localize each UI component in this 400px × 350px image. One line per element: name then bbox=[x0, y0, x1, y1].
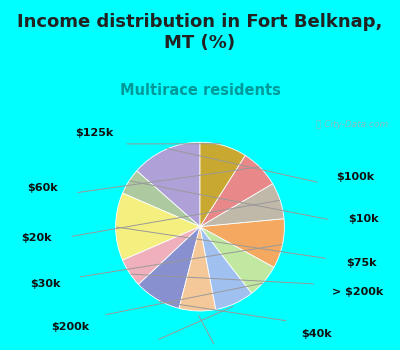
Text: Multirace residents: Multirace residents bbox=[120, 83, 280, 98]
Wedge shape bbox=[122, 227, 200, 285]
Text: $100k: $100k bbox=[336, 172, 374, 182]
Text: $30k: $30k bbox=[30, 279, 61, 289]
Wedge shape bbox=[200, 227, 252, 309]
Wedge shape bbox=[200, 227, 274, 293]
Wedge shape bbox=[200, 219, 284, 267]
Wedge shape bbox=[200, 155, 273, 227]
Text: $40k: $40k bbox=[301, 329, 331, 339]
Text: $75k: $75k bbox=[346, 258, 376, 268]
Text: $125k: $125k bbox=[76, 128, 114, 138]
Text: Income distribution in Fort Belknap,
MT (%): Income distribution in Fort Belknap, MT … bbox=[17, 13, 383, 52]
Wedge shape bbox=[137, 142, 200, 227]
Text: $200k: $200k bbox=[52, 322, 90, 332]
Text: ⓘ City-Data.com: ⓘ City-Data.com bbox=[316, 120, 388, 129]
Text: > $200k: > $200k bbox=[332, 287, 384, 297]
Wedge shape bbox=[122, 171, 200, 227]
Text: $60k: $60k bbox=[28, 183, 58, 193]
Wedge shape bbox=[200, 184, 284, 227]
Wedge shape bbox=[116, 193, 200, 260]
Wedge shape bbox=[179, 227, 216, 311]
Wedge shape bbox=[138, 227, 200, 308]
Text: $10k: $10k bbox=[349, 214, 379, 224]
Text: $20k: $20k bbox=[21, 233, 51, 243]
Wedge shape bbox=[200, 142, 245, 227]
